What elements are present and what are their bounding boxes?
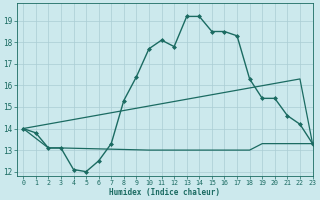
X-axis label: Humidex (Indice chaleur): Humidex (Indice chaleur)	[109, 188, 220, 197]
